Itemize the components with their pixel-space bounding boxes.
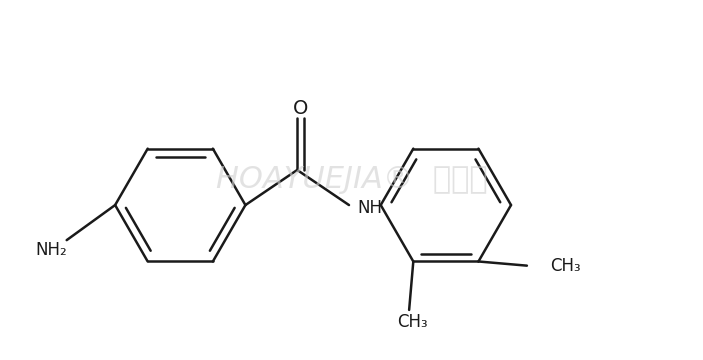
Text: NH₂: NH₂ (36, 241, 67, 259)
Text: CH₃: CH₃ (550, 257, 581, 275)
Text: HOAYUEJIA®  化学加: HOAYUEJIA® 化学加 (216, 166, 487, 194)
Text: O: O (293, 99, 308, 118)
Text: NH: NH (357, 199, 382, 217)
Text: CH₃: CH₃ (397, 314, 428, 332)
